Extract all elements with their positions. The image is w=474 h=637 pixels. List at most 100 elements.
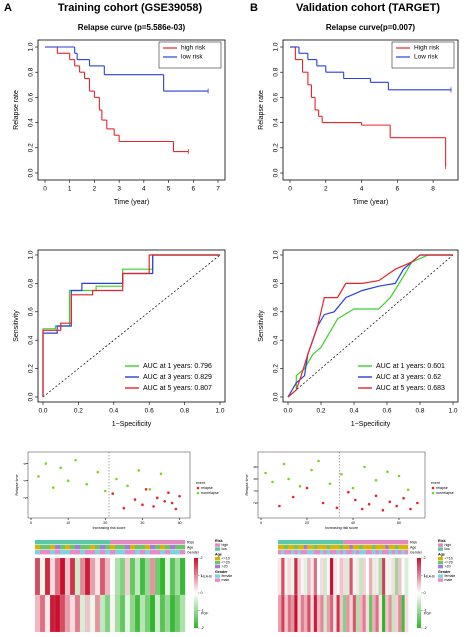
annotation-cell bbox=[60, 545, 66, 550]
x-tick-label: 3 bbox=[117, 186, 121, 193]
point bbox=[167, 491, 170, 495]
legend-swatch bbox=[438, 556, 443, 561]
legend-swatch bbox=[438, 574, 443, 578]
legend-swatch bbox=[215, 578, 220, 582]
annotation-cell bbox=[362, 550, 366, 555]
legend-title: Gender bbox=[215, 570, 228, 574]
point bbox=[328, 482, 332, 486]
annotation-cell bbox=[359, 545, 363, 550]
heatmap-cell bbox=[394, 557, 399, 596]
heatmap-cell bbox=[139, 557, 146, 596]
annotation-cell bbox=[105, 545, 111, 550]
annotation-cell bbox=[145, 545, 151, 550]
annotation-cell bbox=[356, 540, 360, 545]
heatmap-cell bbox=[290, 557, 295, 596]
annotation-cell bbox=[60, 550, 66, 555]
point bbox=[148, 487, 152, 491]
heatmap-cell bbox=[388, 594, 393, 633]
annotation-cell bbox=[307, 540, 311, 545]
x-tick-label: 60 bbox=[397, 521, 401, 525]
x-tick-label: 0.0 bbox=[38, 408, 47, 415]
heatmap-cell bbox=[69, 594, 76, 633]
y-axis-label: Relapse rate bbox=[258, 90, 265, 130]
heatmap-cell bbox=[124, 594, 131, 633]
annotation-cell bbox=[135, 550, 141, 555]
annotation-cell bbox=[50, 545, 56, 550]
heatmap-cell bbox=[359, 594, 363, 633]
heatmap-cell bbox=[323, 594, 328, 633]
point bbox=[122, 506, 126, 510]
x-tick-label: 20 bbox=[103, 521, 107, 525]
annotation-cell bbox=[343, 550, 347, 555]
heatmap-cell bbox=[310, 557, 315, 596]
legend-title: Risk bbox=[438, 539, 446, 543]
annotation-cell bbox=[60, 540, 66, 545]
annotation-cell bbox=[310, 540, 314, 545]
point bbox=[409, 507, 412, 511]
annotation-cell bbox=[372, 550, 376, 555]
annotation-cell bbox=[65, 550, 71, 555]
heatmap-cell bbox=[179, 557, 186, 596]
annotation-cell bbox=[395, 550, 399, 555]
panel-label: B bbox=[250, 2, 258, 14]
legend-label: <=10 bbox=[445, 556, 453, 560]
annotation-cell bbox=[369, 540, 373, 545]
heatmap-cell bbox=[352, 594, 357, 633]
heatmap-cell bbox=[368, 557, 373, 596]
chart-title: Relapse curve (p=5.586e-03) bbox=[78, 23, 186, 32]
heatmap-cell bbox=[84, 594, 91, 633]
roc-curve bbox=[42, 254, 220, 397]
annotation-cell bbox=[287, 550, 292, 555]
point bbox=[163, 499, 167, 503]
plot-frame bbox=[37, 39, 226, 181]
annotation-cell bbox=[304, 550, 308, 555]
y-tick-label: 0.0 bbox=[28, 392, 35, 401]
annotation-cell bbox=[284, 540, 288, 545]
annotation-cell bbox=[55, 545, 61, 550]
legend-swatch bbox=[438, 547, 443, 551]
annotation-cell bbox=[346, 550, 350, 555]
heatmap-cell bbox=[346, 594, 350, 633]
point bbox=[152, 505, 155, 508]
annotation-cell bbox=[346, 545, 350, 550]
x-axis-label: Time (year) bbox=[353, 199, 389, 206]
annotation-cell bbox=[150, 545, 156, 550]
legend-label: high risk bbox=[181, 45, 206, 52]
row-label: PGF bbox=[424, 611, 432, 615]
x-tick-label: 0 bbox=[260, 521, 262, 525]
annotation-cell bbox=[291, 540, 295, 545]
heatmap-cell bbox=[398, 557, 402, 596]
point bbox=[137, 469, 141, 472]
annotation-cell bbox=[35, 545, 41, 550]
annotation-cell bbox=[165, 540, 171, 545]
annotation-cell bbox=[362, 540, 366, 545]
x-tick-label: 10 bbox=[66, 521, 70, 525]
heatmap-cell bbox=[355, 557, 360, 596]
heatmap-cell bbox=[99, 557, 106, 596]
annotation-cell bbox=[313, 550, 318, 555]
heatmap-cell bbox=[154, 594, 161, 633]
x-tick-label: 0 bbox=[43, 186, 47, 193]
heatmap-cell bbox=[109, 557, 116, 596]
annotation-cell bbox=[160, 545, 166, 550]
heatmap-cell bbox=[164, 557, 171, 596]
x-tick-label: 8 bbox=[431, 186, 435, 193]
annotation-cell bbox=[284, 550, 288, 555]
y-tick-label: 4 bbox=[23, 480, 27, 482]
x-tick-label: 1.0 bbox=[215, 408, 224, 415]
annotation-cell bbox=[333, 540, 337, 545]
annotation-cell bbox=[375, 550, 379, 555]
x-tick-label: 0.4 bbox=[349, 408, 358, 415]
annotation-cell bbox=[55, 550, 61, 555]
heatmap-cell bbox=[362, 557, 367, 596]
annotation-cell bbox=[398, 550, 402, 555]
heatmap-cell bbox=[320, 557, 324, 596]
legend-label: high bbox=[445, 543, 452, 547]
heatmap-cell bbox=[74, 557, 81, 596]
heatmap-cell bbox=[179, 594, 186, 633]
annotation-cell bbox=[320, 550, 324, 555]
y-tick-label: 0.4 bbox=[273, 118, 280, 127]
legend-title: Gender bbox=[438, 570, 451, 574]
heatmap-cell bbox=[94, 557, 101, 596]
